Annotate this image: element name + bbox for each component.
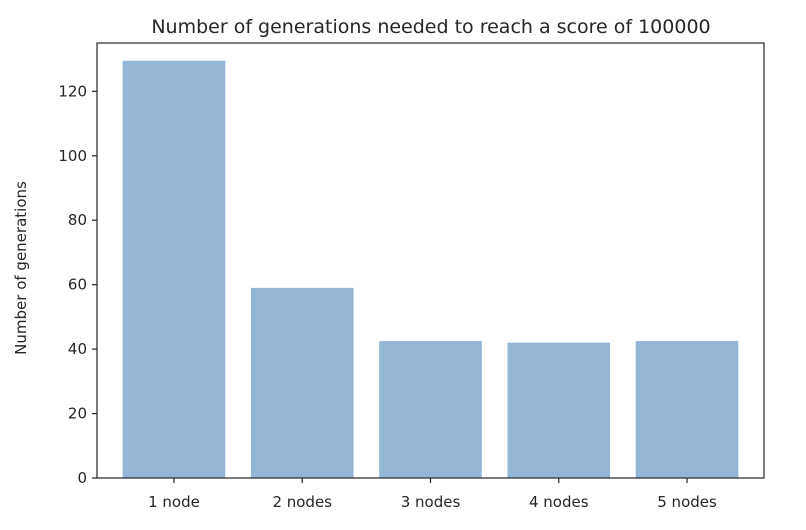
x-tick-label: 4 nodes — [529, 493, 589, 511]
bar-1-node — [122, 60, 226, 478]
y-tick-label: 40 — [68, 340, 87, 358]
x-tick-label: 5 nodes — [657, 493, 717, 511]
plot-frame — [96, 42, 765, 479]
y-tick-label: 120 — [58, 82, 87, 100]
x-tick-label: 1 node — [148, 493, 200, 511]
chart-title: Number of generations needed to reach a … — [151, 16, 710, 38]
bar-2-nodes — [250, 287, 354, 478]
y-axis-label: Number of generations — [12, 181, 30, 355]
y-tick-label: 60 — [68, 276, 87, 294]
y-tick-label: 20 — [68, 405, 87, 423]
x-axis-ticks: 1 node 2 nodes 3 nodes 4 nodes 5 nodes — [148, 478, 717, 511]
bars-layer — [122, 60, 739, 478]
bar-5-nodes — [635, 341, 739, 478]
y-tick-label: 0 — [77, 469, 87, 487]
x-tick-label: 2 nodes — [272, 493, 332, 511]
x-tick-label: 3 nodes — [401, 493, 461, 511]
y-tick-label: 80 — [68, 211, 87, 229]
y-tick-label: 100 — [58, 147, 87, 165]
bar-4-nodes — [507, 342, 611, 478]
bar-3-nodes — [379, 341, 482, 478]
y-axis-ticks: 0 20 40 60 80 100 120 — [58, 82, 97, 487]
